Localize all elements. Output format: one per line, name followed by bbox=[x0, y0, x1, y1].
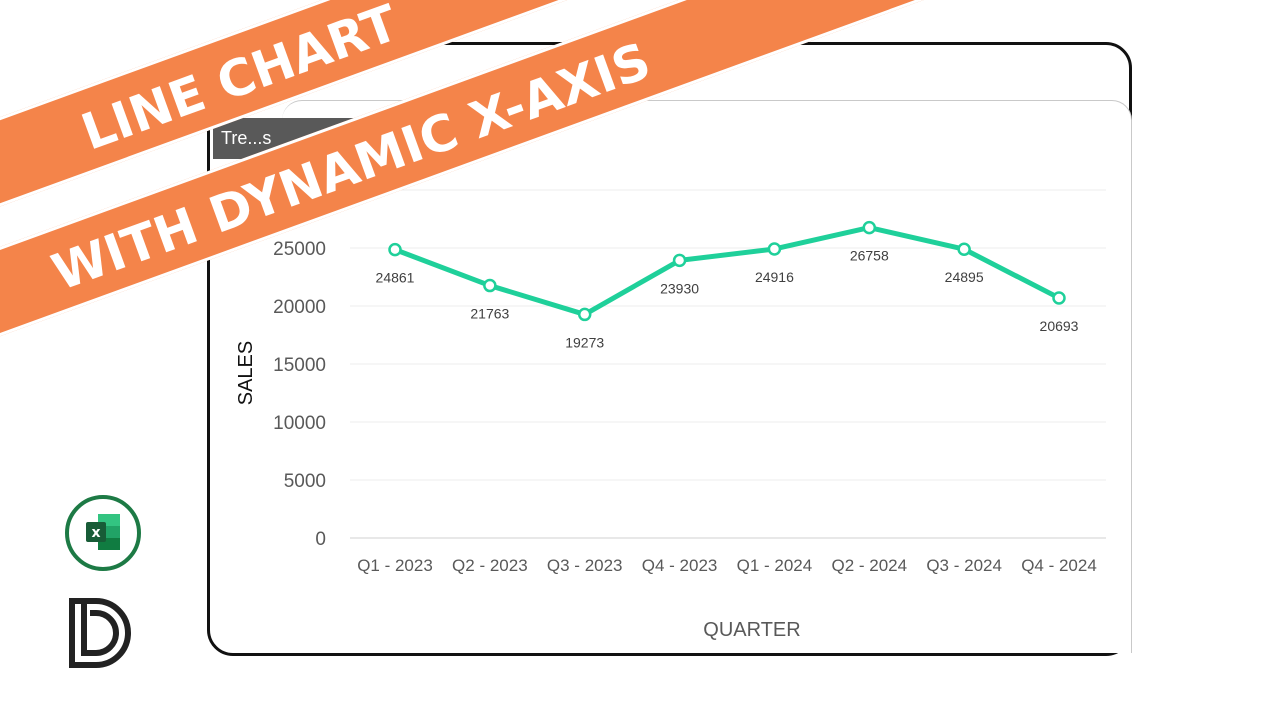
y-tick-label: 10000 bbox=[273, 413, 326, 434]
data-points bbox=[388, 220, 1066, 322]
data-point[interactable] bbox=[388, 242, 402, 257]
x-tick-label: Q2 - 2024 bbox=[831, 556, 907, 575]
x-tick-label: Q3 - 2024 bbox=[926, 556, 1002, 575]
data-point[interactable] bbox=[483, 278, 497, 293]
data-labels: 24861 21763 19273 23930 24916 26758 24895 20693 bbox=[376, 248, 1079, 351]
y-tick-label: 25000 bbox=[273, 239, 326, 260]
data-label: 19273 bbox=[565, 334, 604, 350]
data-label: 24895 bbox=[945, 269, 984, 285]
y-tick-labels: 0 5000 10000 15000 20000 25000 bbox=[273, 239, 326, 550]
y-tick-label: 5000 bbox=[284, 471, 326, 492]
gridlines bbox=[350, 189, 1106, 539]
data-point[interactable] bbox=[577, 307, 592, 322]
data-label: 23930 bbox=[660, 280, 699, 296]
x-tick-label: Q3 - 2023 bbox=[547, 556, 623, 575]
data-point[interactable] bbox=[1052, 291, 1066, 305]
x-tick-label: Q4 - 2023 bbox=[642, 556, 718, 575]
x-tick-label: Q2 - 2023 bbox=[452, 556, 528, 575]
data-label: 24861 bbox=[376, 270, 415, 286]
data-label: 20693 bbox=[1040, 318, 1079, 334]
y-tick-label: 15000 bbox=[273, 355, 326, 376]
svg-text:x: x bbox=[91, 525, 100, 541]
x-axis-title: QUARTER bbox=[703, 619, 800, 641]
data-point[interactable] bbox=[957, 242, 971, 256]
data-label: 26758 bbox=[850, 248, 889, 264]
x-tick-label: Q1 - 2023 bbox=[357, 556, 433, 575]
sales-series-line bbox=[392, 225, 1062, 317]
x-tick-label: Q4 - 2024 bbox=[1021, 556, 1097, 575]
series-dropdown-label: Tre...s bbox=[221, 128, 272, 148]
excel-icon: x bbox=[65, 495, 141, 571]
data-label: 24916 bbox=[755, 269, 794, 285]
x-tick-label: Q1 - 2024 bbox=[737, 556, 813, 575]
y-tick-label: 20000 bbox=[273, 297, 326, 318]
chart-card bbox=[282, 100, 1132, 653]
data-point[interactable] bbox=[672, 253, 687, 268]
y-axis-title: SALES bbox=[235, 341, 257, 405]
data-point[interactable] bbox=[862, 220, 877, 235]
x-tick-labels: Q1 - 2023 Q2 - 2023 Q3 - 2023 Q4 - 2023 Q1 -… bbox=[357, 556, 1097, 575]
data-label: 21763 bbox=[470, 306, 509, 322]
data-point[interactable] bbox=[767, 242, 782, 256]
d-logo-icon bbox=[69, 598, 131, 668]
y-tick-label: 0 bbox=[315, 529, 326, 550]
